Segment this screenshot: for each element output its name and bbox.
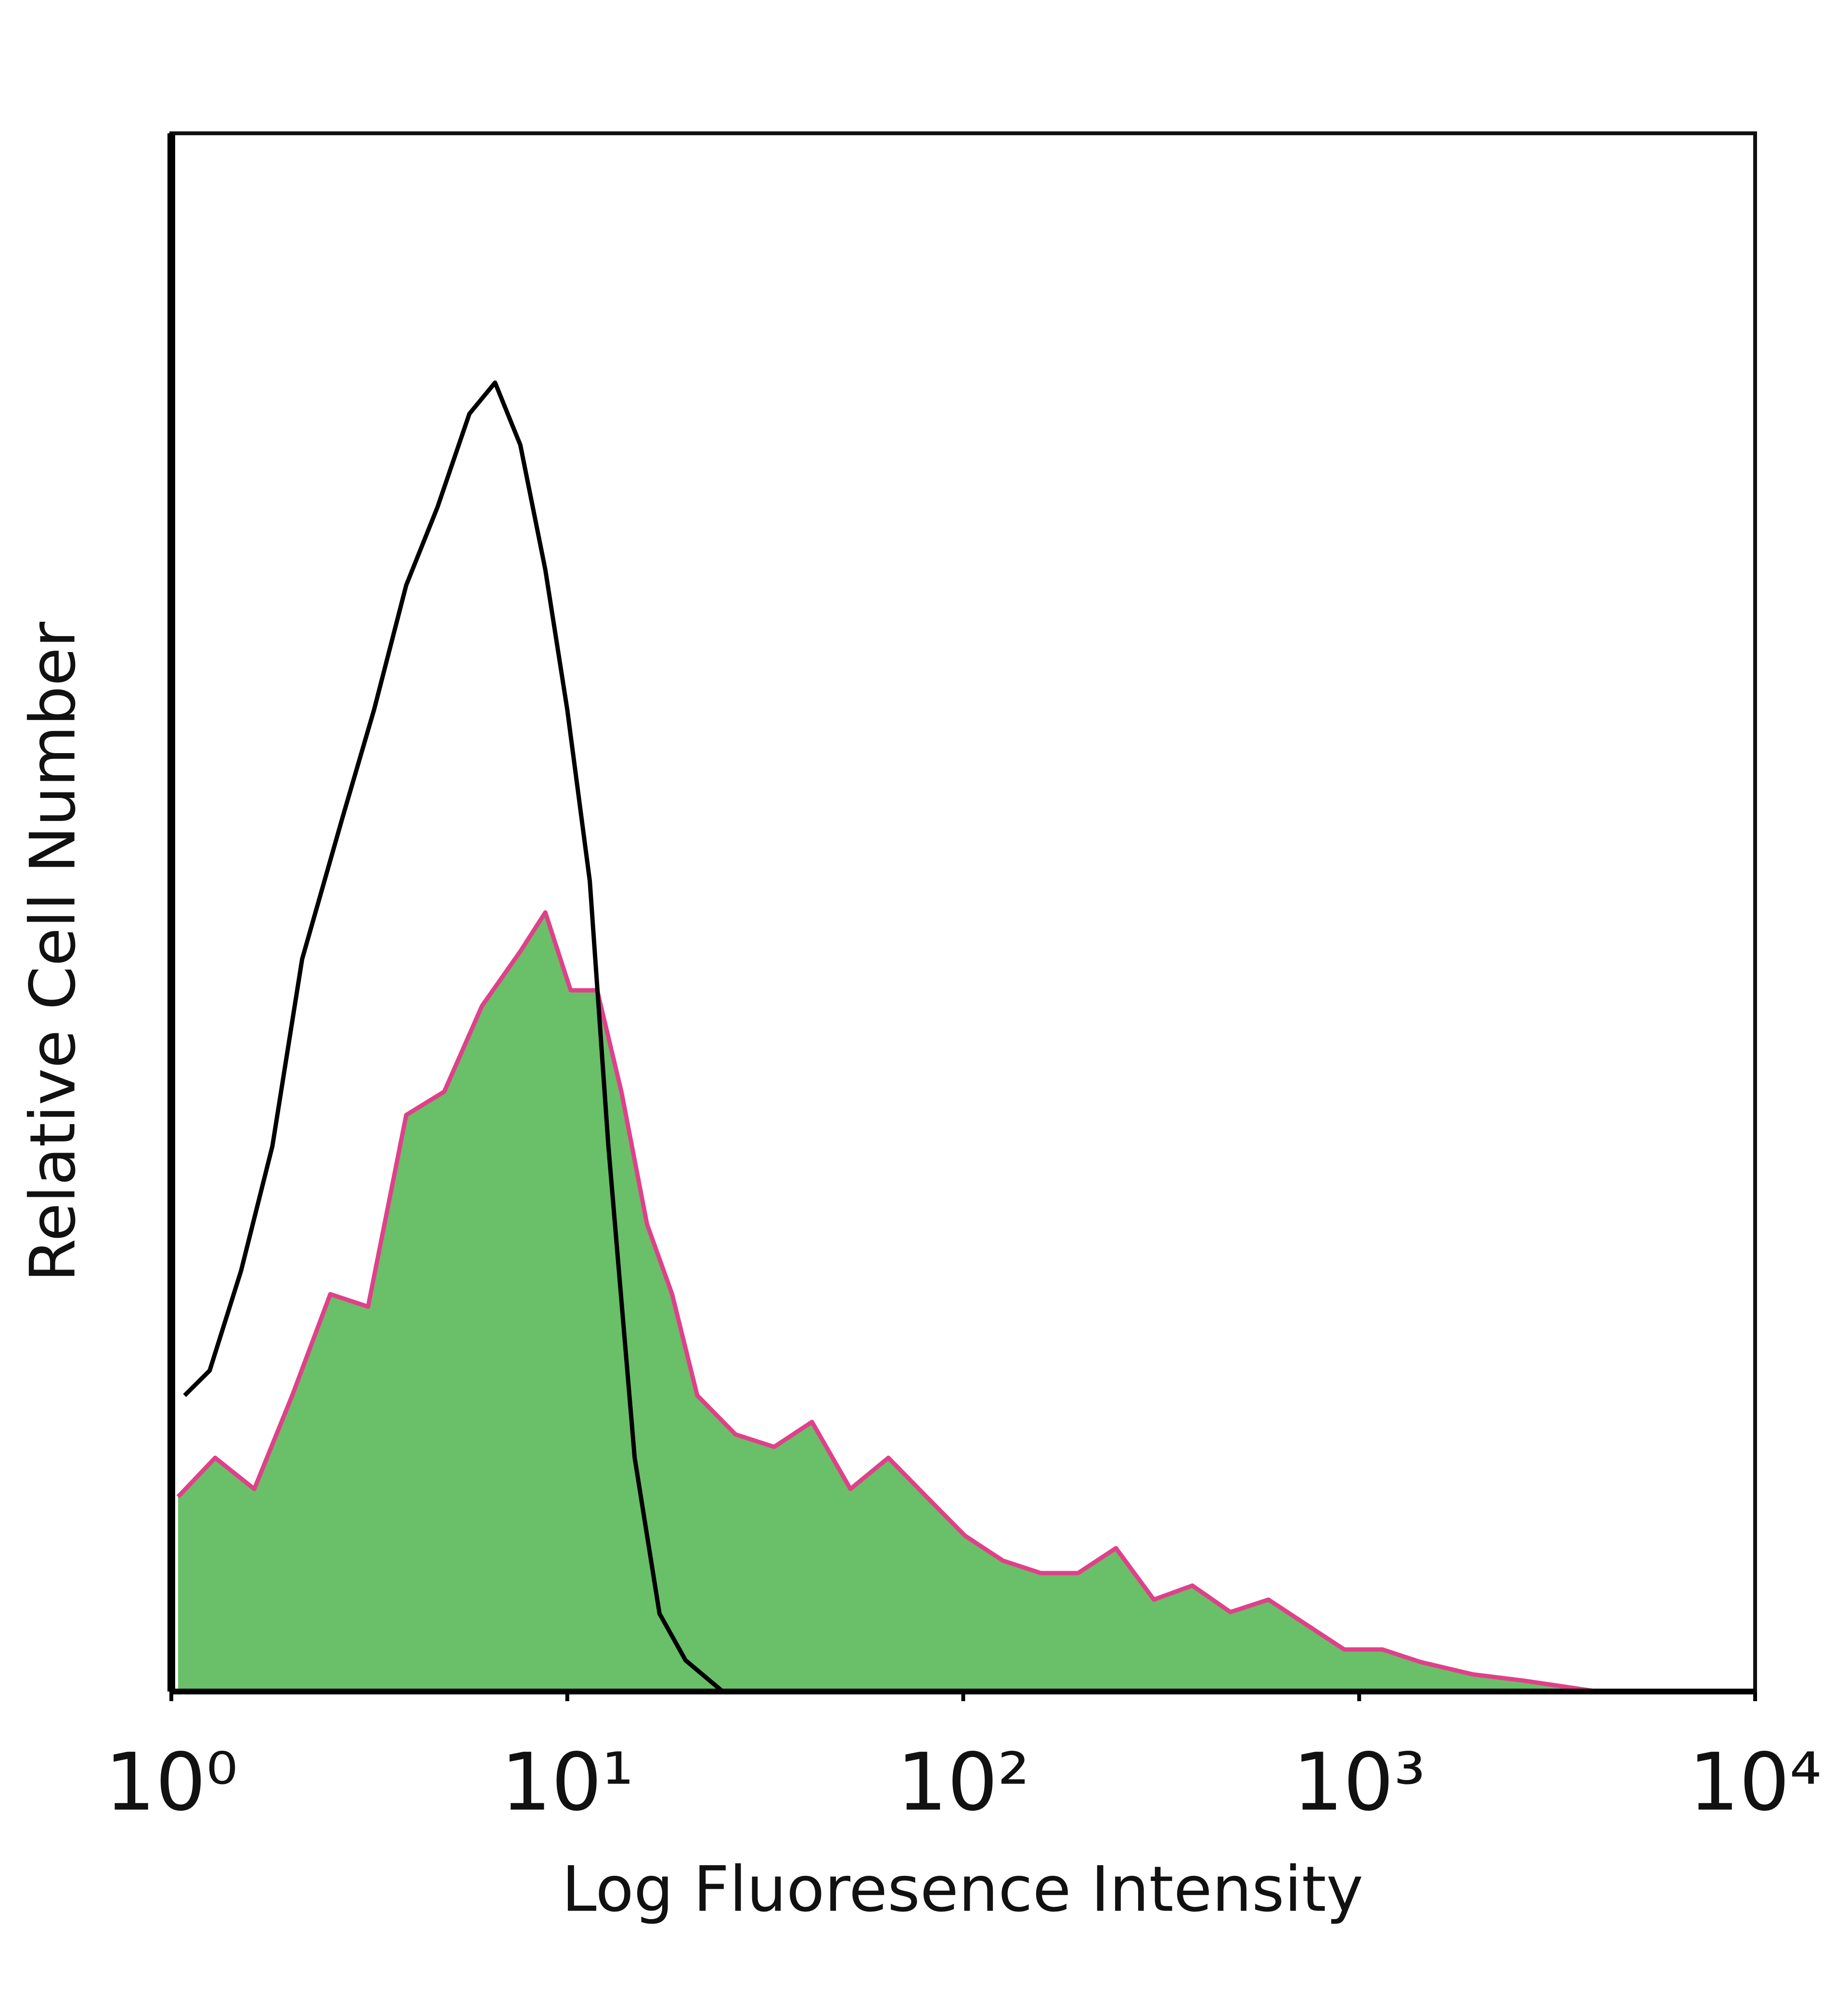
x-tick-label: 10⁴ bbox=[1689, 1736, 1822, 1828]
x-tick-label: 10³ bbox=[1293, 1736, 1425, 1828]
y-axis-title: Relative Cell Number bbox=[16, 621, 90, 1282]
x-tick-label: 10² bbox=[897, 1736, 1029, 1828]
x-axis-title: Log Fluoresence Intensity bbox=[562, 1853, 1363, 1926]
x-tick-label: 10¹ bbox=[501, 1736, 634, 1828]
histogram-area bbox=[178, 912, 1598, 1692]
x-tick-label: 10⁰ bbox=[105, 1736, 238, 1828]
histogram-line bbox=[176, 910, 1598, 1694]
histogram-line bbox=[183, 380, 724, 1693]
